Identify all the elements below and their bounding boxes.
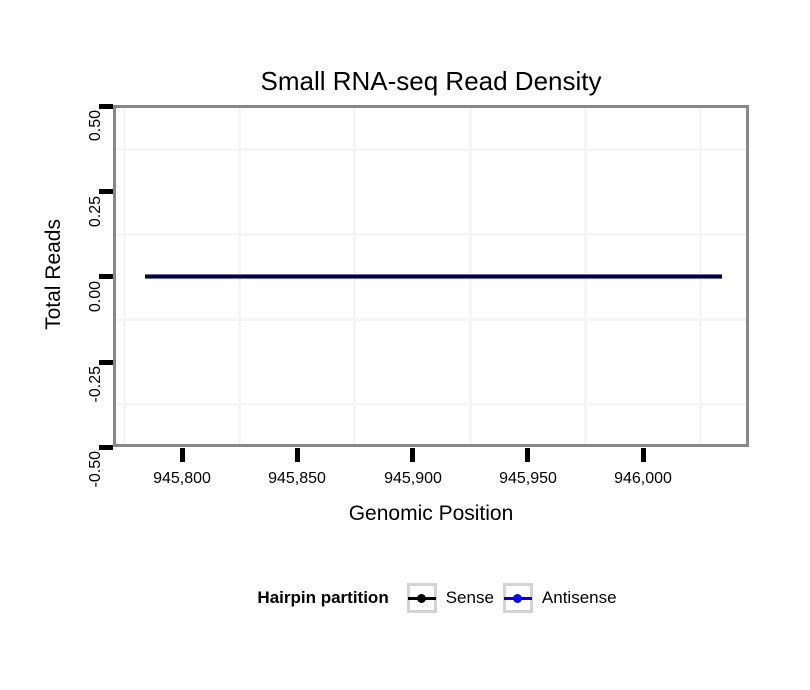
x-tick-label: 946,000	[614, 470, 672, 487]
legend-key-antisense	[502, 583, 533, 613]
y-tick-label: 0.00	[87, 281, 104, 313]
read-density-line	[145, 274, 722, 279]
y-axis-tick	[99, 360, 113, 365]
y-axis-tick	[99, 104, 113, 109]
x-axis-tick	[295, 448, 300, 462]
legend-label-antisense: Antisense	[541, 588, 617, 607]
sense-point-icon	[417, 593, 427, 603]
x-tick-label: 945,850	[268, 470, 326, 487]
gridline-minor-h	[116, 403, 746, 406]
legend-label-sense: Sense	[445, 588, 494, 607]
legend: Hairpin partition Sense Antisense	[113, 583, 755, 613]
x-axis-tick	[410, 448, 415, 462]
legend-key-sense	[406, 583, 437, 613]
y-axis-tick	[99, 274, 113, 279]
y-tick-label: 0.50	[87, 110, 104, 142]
y-axis-tick	[99, 189, 113, 194]
x-axis-tick	[525, 448, 530, 462]
legend-title: Hairpin partition	[257, 588, 389, 607]
x-axis-tick	[641, 448, 646, 462]
y-axis-title: Total Reads	[42, 219, 65, 330]
y-axis-tick	[99, 445, 113, 450]
gridline-minor-h	[116, 148, 746, 151]
x-tick-label: 945,900	[384, 470, 442, 487]
x-tick-label: 945,950	[499, 470, 557, 487]
plot-panel	[113, 105, 749, 447]
y-tick-label: -0.25	[87, 366, 104, 403]
antisense-point-icon	[513, 593, 523, 603]
gridline-minor-h	[116, 233, 746, 236]
x-axis-tick	[180, 448, 185, 462]
gridline-minor-v	[123, 108, 126, 444]
y-tick-label: 0.25	[87, 196, 104, 228]
x-tick-label: 945,800	[153, 470, 211, 487]
gridline-minor-h	[116, 318, 746, 321]
y-tick-label: -0.50	[87, 451, 104, 488]
plot-title: Small RNA-seq Read Density	[260, 66, 602, 96]
x-axis-title: Genomic Position	[348, 502, 514, 525]
